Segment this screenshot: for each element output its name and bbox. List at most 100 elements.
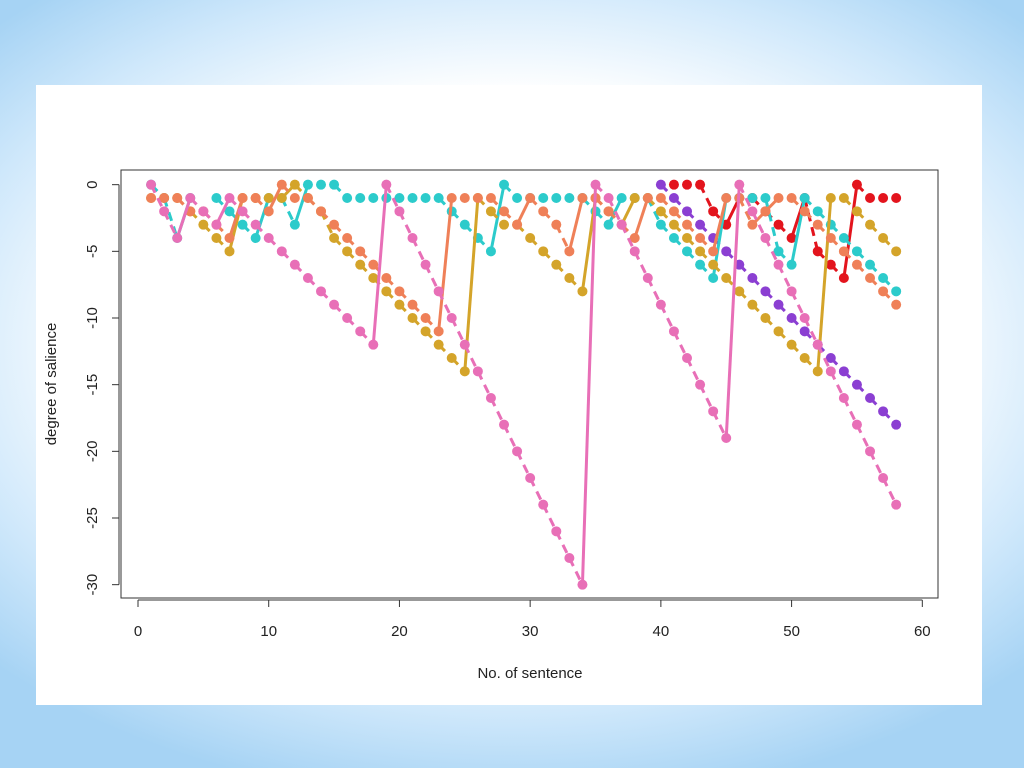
point xyxy=(786,313,797,323)
point xyxy=(682,219,693,230)
connector xyxy=(254,197,271,239)
point xyxy=(211,219,222,230)
point xyxy=(721,433,732,443)
point xyxy=(538,499,549,510)
point xyxy=(577,579,588,590)
point xyxy=(865,273,876,283)
point xyxy=(773,219,784,230)
point xyxy=(682,206,693,217)
point xyxy=(629,233,640,243)
point xyxy=(773,326,784,337)
point xyxy=(760,313,771,323)
point xyxy=(407,299,418,310)
point xyxy=(263,233,274,243)
point xyxy=(655,299,666,310)
point xyxy=(773,193,784,203)
point xyxy=(316,206,327,217)
point xyxy=(407,233,418,243)
point xyxy=(394,286,405,297)
point xyxy=(420,326,431,337)
point xyxy=(551,193,562,203)
point xyxy=(316,179,327,190)
point xyxy=(708,259,719,270)
point xyxy=(172,193,183,203)
point xyxy=(825,366,836,377)
point xyxy=(472,366,483,377)
x-tick-label: 50 xyxy=(783,623,800,640)
point xyxy=(276,179,287,190)
y-tick-label: -25 xyxy=(84,507,101,529)
point xyxy=(433,286,444,297)
point xyxy=(355,246,366,257)
point xyxy=(355,326,366,337)
point xyxy=(590,179,601,190)
point xyxy=(695,233,706,243)
connector xyxy=(763,197,780,252)
point xyxy=(185,193,196,203)
point xyxy=(825,193,836,203)
point xyxy=(891,286,902,297)
point xyxy=(891,193,902,203)
point xyxy=(721,193,732,203)
point xyxy=(512,193,523,203)
point xyxy=(708,246,719,257)
point xyxy=(695,379,706,390)
point xyxy=(760,233,771,243)
point xyxy=(224,233,235,243)
point xyxy=(499,419,510,430)
point xyxy=(329,299,340,310)
point xyxy=(616,193,627,203)
plot-frame xyxy=(120,169,939,599)
point xyxy=(603,193,614,203)
point xyxy=(878,273,889,283)
point xyxy=(721,246,732,257)
point xyxy=(499,219,510,230)
point xyxy=(708,206,719,217)
x-tick-label: 0 xyxy=(134,623,142,640)
x-tick-label: 60 xyxy=(914,623,931,640)
connector xyxy=(293,184,310,226)
point xyxy=(734,286,745,297)
point xyxy=(146,193,157,203)
point xyxy=(250,233,261,243)
x-tick-label: 10 xyxy=(260,623,277,640)
point xyxy=(891,299,902,310)
point xyxy=(734,179,745,190)
point xyxy=(668,179,679,190)
point xyxy=(263,206,274,217)
connector xyxy=(371,184,388,345)
point xyxy=(224,246,235,257)
point xyxy=(407,193,418,203)
point xyxy=(747,273,758,283)
connector xyxy=(437,197,454,332)
point xyxy=(655,206,666,217)
point xyxy=(878,233,889,243)
connector xyxy=(803,197,820,252)
point xyxy=(250,193,261,203)
point xyxy=(276,246,287,257)
point xyxy=(485,393,496,403)
y-tick-label: -5 xyxy=(84,245,101,258)
point xyxy=(838,393,849,403)
point xyxy=(799,326,810,337)
point xyxy=(394,206,405,217)
point xyxy=(695,179,706,190)
point xyxy=(446,313,457,323)
point xyxy=(289,219,300,230)
point xyxy=(786,286,797,297)
point xyxy=(198,206,209,217)
point xyxy=(237,206,248,217)
point xyxy=(838,193,849,203)
point xyxy=(786,259,797,270)
point xyxy=(433,326,444,337)
point xyxy=(682,233,693,243)
point xyxy=(146,179,157,190)
point xyxy=(799,353,810,363)
point xyxy=(747,193,758,203)
point xyxy=(668,193,679,203)
point xyxy=(525,233,536,243)
point xyxy=(865,193,876,203)
point xyxy=(316,286,327,297)
point xyxy=(198,219,209,230)
